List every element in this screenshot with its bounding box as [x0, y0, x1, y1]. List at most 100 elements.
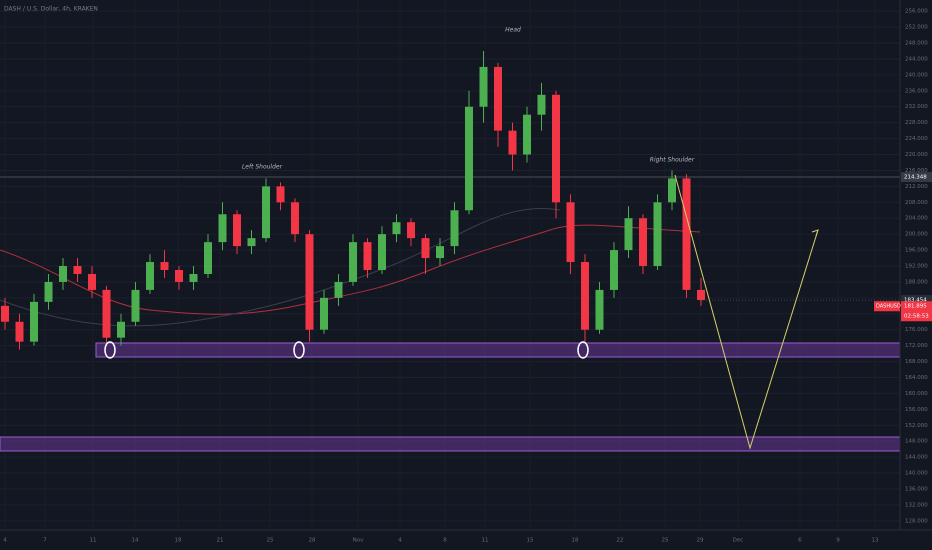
- candle-body: [610, 250, 618, 290]
- y-tick-label: 144.000: [905, 455, 928, 461]
- candle-body: [15, 321, 24, 342]
- x-tick-label: 13: [872, 538, 879, 544]
- candle-body: [465, 106, 473, 211]
- candle-body: [247, 238, 256, 247]
- touch-circle: [293, 341, 305, 359]
- candle-body: [581, 262, 589, 330]
- target-zone: [0, 436, 901, 452]
- candle-body: [682, 178, 691, 290]
- y-tick-label: 152.000: [905, 423, 928, 429]
- chart-title: DASH / U.S. Dollar, 4h, KRAKEN: [4, 6, 98, 13]
- x-tick-label: 25: [267, 538, 274, 544]
- price-tag: [901, 172, 932, 183]
- y-tick-label: 244.000: [905, 56, 928, 62]
- x-tick-label: 18: [572, 538, 579, 544]
- countdown-label: 02:58:53: [904, 314, 929, 320]
- symbol-tag: [874, 301, 900, 312]
- x-tick-label: 11: [90, 538, 97, 544]
- candle-body: [88, 273, 96, 290]
- x-tick-label: 11: [482, 538, 489, 544]
- candle-body: [450, 210, 459, 247]
- candle-body: [262, 186, 270, 239]
- x-tick-label: 8: [443, 538, 447, 544]
- x-tick-label: 29: [697, 538, 704, 544]
- candle-body: [595, 289, 604, 330]
- candle-body: [175, 269, 183, 282]
- price-tag-label: 183.454: [904, 298, 927, 304]
- candle-body: [639, 218, 647, 267]
- candle-body: [320, 297, 328, 330]
- price-tag: [901, 295, 932, 306]
- y-tick-label: 212.000: [905, 184, 928, 190]
- projection-line: [674, 174, 819, 450]
- y-tick-label: 172.000: [905, 343, 928, 349]
- candle-body: [697, 289, 705, 301]
- x-tick-label: 25: [662, 538, 669, 544]
- x-tick-label: Dec: [733, 538, 744, 544]
- touch-circle: [104, 341, 116, 359]
- candle-body: [508, 130, 517, 155]
- candle-body: [30, 301, 38, 342]
- y-tick-label: 232.000: [905, 104, 928, 110]
- y-tick-label: 188.000: [905, 279, 928, 285]
- price-tag-label: 214.348: [904, 175, 927, 181]
- annotation: Right Shoulder: [650, 157, 695, 164]
- x-tick-label: 4: [3, 538, 7, 544]
- candle-body: [349, 242, 357, 282]
- x-tick-label: Nov: [353, 538, 364, 544]
- y-tick-label: 128.000: [905, 518, 928, 524]
- y-tick-label: 216.000: [905, 168, 928, 174]
- moving-average: [0, 224, 701, 315]
- y-tick-label: 248.000: [905, 41, 928, 47]
- candle-body: [1, 305, 9, 322]
- candle-body: [59, 266, 67, 282]
- last-price-label: 181.895: [904, 304, 927, 310]
- candle-body: [146, 262, 154, 290]
- annotation: Head: [505, 27, 521, 34]
- y-tick-label: 224.000: [905, 136, 928, 142]
- candle-body: [44, 281, 53, 302]
- x-tick-label: 7: [43, 538, 47, 544]
- candles: [0, 51, 900, 350]
- axes: 256.000 252.000 248.000 244.000 240.000 236.0…: [3, 9, 932, 544]
- candle-body: [291, 202, 299, 235]
- y-tick-label: 132.000: [905, 502, 928, 508]
- candle-body: [378, 234, 386, 270]
- x-tick-label: 6: [798, 538, 802, 544]
- candle-body: [305, 234, 314, 330]
- y-tick-label: 160.000: [905, 391, 928, 397]
- candle-body: [189, 273, 198, 282]
- candle-body: [363, 242, 372, 270]
- y-tick-label: 240.000: [905, 72, 928, 78]
- y-tick-label: 220.000: [905, 152, 928, 158]
- x-tick-label: 9: [836, 538, 840, 544]
- x-tick-label: 14: [132, 538, 139, 544]
- candle-body: [668, 178, 676, 203]
- candle-body: [131, 289, 140, 322]
- symbol-tag-label: DASHUSD: [876, 304, 901, 310]
- candle-body: [653, 202, 662, 267]
- candle-body: [537, 94, 546, 115]
- annotation: Left Shoulder: [242, 164, 283, 171]
- y-tick-label: 252.000: [905, 25, 928, 31]
- y-tick-label: 256.000: [905, 9, 928, 15]
- y-tick-label: 168.000: [905, 359, 928, 365]
- y-tick-label: 208.000: [905, 200, 928, 206]
- candle-body: [494, 66, 502, 131]
- projection-arrow: [811, 229, 819, 237]
- x-tick-label: 18: [175, 538, 182, 544]
- candle-body: [334, 281, 343, 298]
- candle-body: [218, 214, 227, 243]
- candle-body: [421, 238, 430, 259]
- x-tick-label: 28: [309, 538, 316, 544]
- y-tick-label: 148.000: [905, 439, 928, 445]
- candle-body: [552, 94, 560, 203]
- x-tick-label: 22: [617, 538, 624, 544]
- candle-body: [160, 262, 169, 270]
- candle-body: [233, 214, 241, 247]
- last-price-tag: [901, 301, 932, 322]
- candle-body: [204, 242, 212, 274]
- x-tick-label: 15: [527, 538, 534, 544]
